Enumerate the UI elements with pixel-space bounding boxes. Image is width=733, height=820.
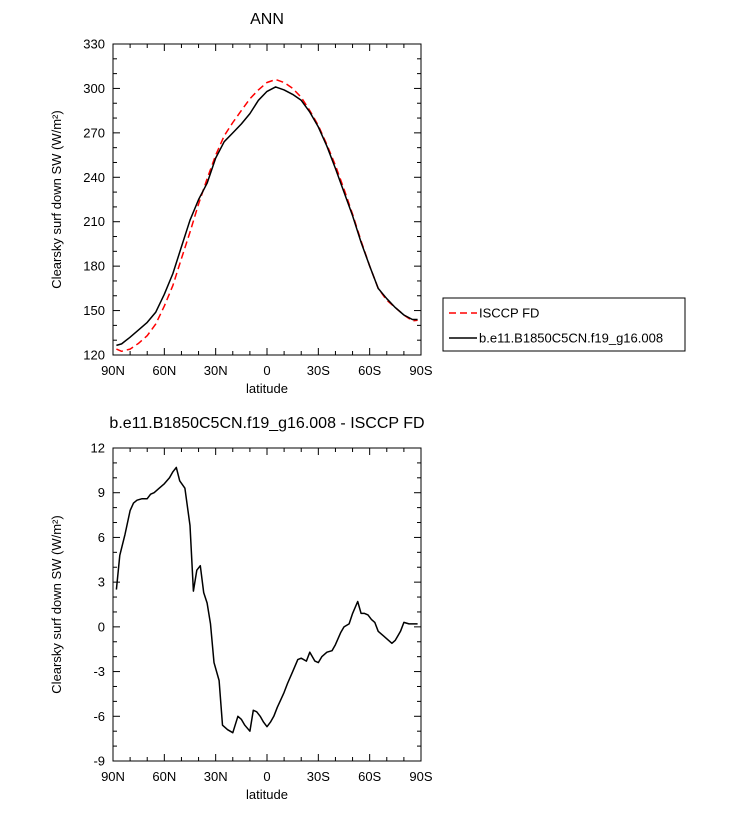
chart1-series-2-line	[116, 86, 418, 347]
chart2-xtick-label: 90N	[101, 769, 125, 784]
chart1-legend-label-1: ISCCP FD	[479, 306, 539, 321]
chart2-xtick-label: 30N	[204, 769, 228, 784]
chart1-ytick-label: 180	[83, 259, 105, 274]
chart2-xtick-label: 0	[263, 769, 270, 784]
chart1-ytick-label: 150	[83, 303, 105, 318]
chart2-frame	[112, 447, 422, 762]
chart1-legend-box	[442, 297, 686, 352]
chart2-xtick-label: 60S	[358, 769, 381, 784]
chart1-legend-label-2: b.e11.B1850C5CN.f19_g16.008	[479, 331, 663, 346]
chart2-xtick-label: 60N	[152, 769, 176, 784]
chart1-title: ANN	[250, 11, 284, 28]
chart2-ytick-label: 0	[98, 619, 105, 634]
chart1-xtick-label: 60S	[358, 363, 381, 378]
chart1-ytick-label: 300	[83, 81, 105, 96]
chart2-xtick-label: 30S	[307, 769, 330, 784]
chart2-ytick-label: 6	[98, 530, 105, 545]
chart1-ylabel: Clearsky surf down SW (W/m²)	[49, 110, 64, 288]
chart1-ytick-label: 270	[83, 125, 105, 140]
chart2-title: b.e11.B1850C5CN.f19_g16.008 - ISCCP FD	[109, 415, 424, 432]
chart1-xtick-label: 0	[263, 363, 270, 378]
chart1-xtick-label: 90S	[409, 363, 432, 378]
chart2-ytick-label: 3	[98, 575, 105, 590]
chart1-ytick-label: 210	[83, 214, 105, 229]
chart1-ytick-label: 240	[83, 170, 105, 185]
chart2-series-1-line	[115, 466, 418, 734]
chart1-xtick-label: 60N	[152, 363, 176, 378]
chart2-xtick-label: 90S	[409, 769, 432, 784]
chart1-series-1-line	[116, 78, 418, 353]
chart1-ytick-label: 330	[83, 37, 105, 52]
chart1-xtick-label: 30N	[204, 363, 228, 378]
chart2-ytick-label: -3	[93, 664, 105, 679]
chart1-xtick-label: 90N	[101, 363, 125, 378]
chart2-ytick-label: 12	[91, 441, 105, 456]
chart2-ytick-label: -6	[93, 709, 105, 724]
chart2-ylabel: Clearsky surf down SW (W/m²)	[49, 515, 64, 693]
chart2-xlabel: latitude	[246, 787, 288, 802]
chart1-xlabel: latitude	[246, 381, 288, 396]
chart1-ytick-label: 120	[83, 348, 105, 363]
chart2-ytick-label: 9	[98, 485, 105, 500]
chart2-ytick-label: -9	[93, 754, 105, 769]
chart1-xtick-label: 30S	[307, 363, 330, 378]
